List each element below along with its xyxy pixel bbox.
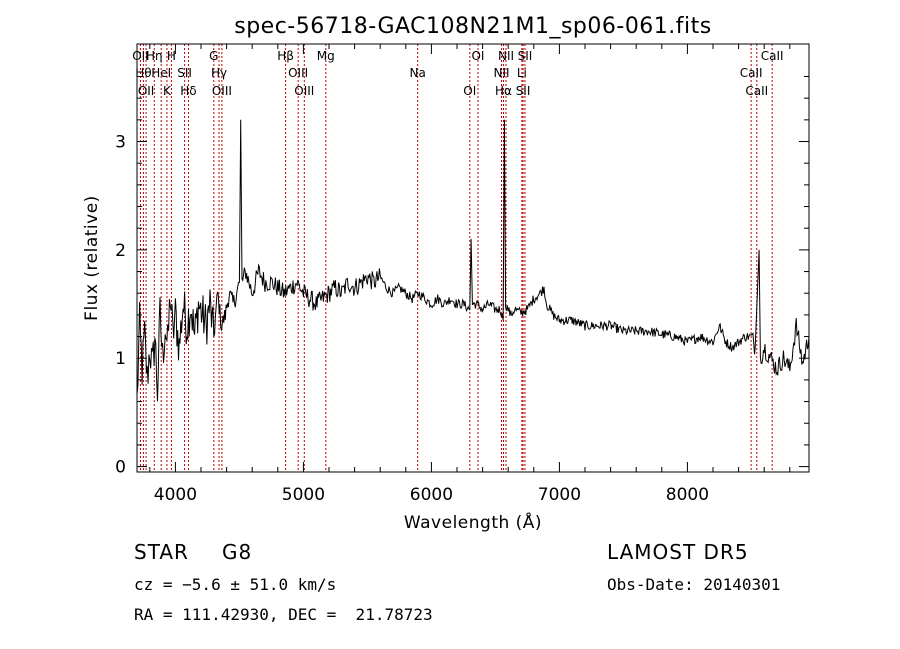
line-marker-label: OI <box>471 49 484 63</box>
y-tick-label: 0 <box>115 458 126 478</box>
spectrum-line <box>136 119 810 402</box>
line-marker-label: OII <box>138 84 155 98</box>
y-tick-label: 1 <box>115 349 126 369</box>
line-marker-label: NII <box>494 66 510 80</box>
spectrum-series <box>136 119 810 402</box>
line-marker-label: Hγ <box>211 66 227 80</box>
line-marker-label: NII <box>498 49 514 63</box>
line-marker-label: OIII <box>212 84 232 98</box>
x-axis: 4000 5000 6000 7000 8000 <box>149 44 791 505</box>
line-marker-label: Hβ <box>277 49 294 63</box>
line-marker-label: OIII <box>294 84 314 98</box>
line-marker-label: CaII <box>745 84 768 98</box>
object-class: STAR <box>134 540 189 564</box>
line-marker-label: K <box>163 84 172 98</box>
x-tick-label: 4000 <box>154 485 197 505</box>
line-marker-label: Hη <box>146 49 163 63</box>
y-tick-label: 3 <box>115 133 126 153</box>
y-tick-label: 2 <box>115 241 126 261</box>
line-marker-label: Hα <box>495 84 512 98</box>
line-marker-label: HeI <box>151 66 171 80</box>
line-marker-label: G <box>209 49 218 63</box>
line-marker-label: Na <box>410 66 426 80</box>
line-markers <box>139 44 773 472</box>
plot-frame <box>136 43 810 473</box>
line-marker-label: Hδ <box>180 84 196 98</box>
x-tick-label: 5000 <box>282 485 325 505</box>
obs-date: Obs-Date: 20140301 <box>607 575 781 594</box>
line-marker-label: SII <box>518 49 533 63</box>
coordinates: RA = 111.42930, DEC = 21.78723 <box>134 605 433 624</box>
line-marker-label: OI <box>463 84 476 98</box>
subclass: G8 <box>222 540 253 564</box>
line-marker-label: SII <box>516 84 531 98</box>
x-tick-label: 6000 <box>410 485 453 505</box>
survey-label: LAMOST DR5 <box>607 540 749 564</box>
line-marker-label: CaII <box>761 49 784 63</box>
line-marker-label: Hθ <box>135 66 151 80</box>
x-tick-label: 7000 <box>538 485 581 505</box>
line-marker-label: H <box>167 49 176 63</box>
y-axis-label: Flux (relative) <box>82 195 102 321</box>
line-marker-label: Li <box>517 66 527 80</box>
line-marker-labels: OIIHθOIIHηHeIKHSIIHδGHγOIIIHβOIIIOIIIMgN… <box>132 49 783 98</box>
line-marker-label: OIII <box>288 66 308 80</box>
line-marker-label: CaII <box>740 66 763 80</box>
redshift-text: cz = −5.6 ± 51.0 km/s <box>134 575 337 594</box>
line-marker-label: SII <box>177 66 192 80</box>
x-tick-label: 8000 <box>666 485 709 505</box>
chart-title: spec-56718-GAC108N21M1_sp06-061.fits <box>234 14 712 39</box>
y-axis: 0 1 2 3 <box>115 76 809 478</box>
x-axis-label: Wavelength (Å) <box>404 511 542 533</box>
line-marker-label: Mg <box>317 49 335 63</box>
line-marker-label: OII <box>132 49 149 63</box>
